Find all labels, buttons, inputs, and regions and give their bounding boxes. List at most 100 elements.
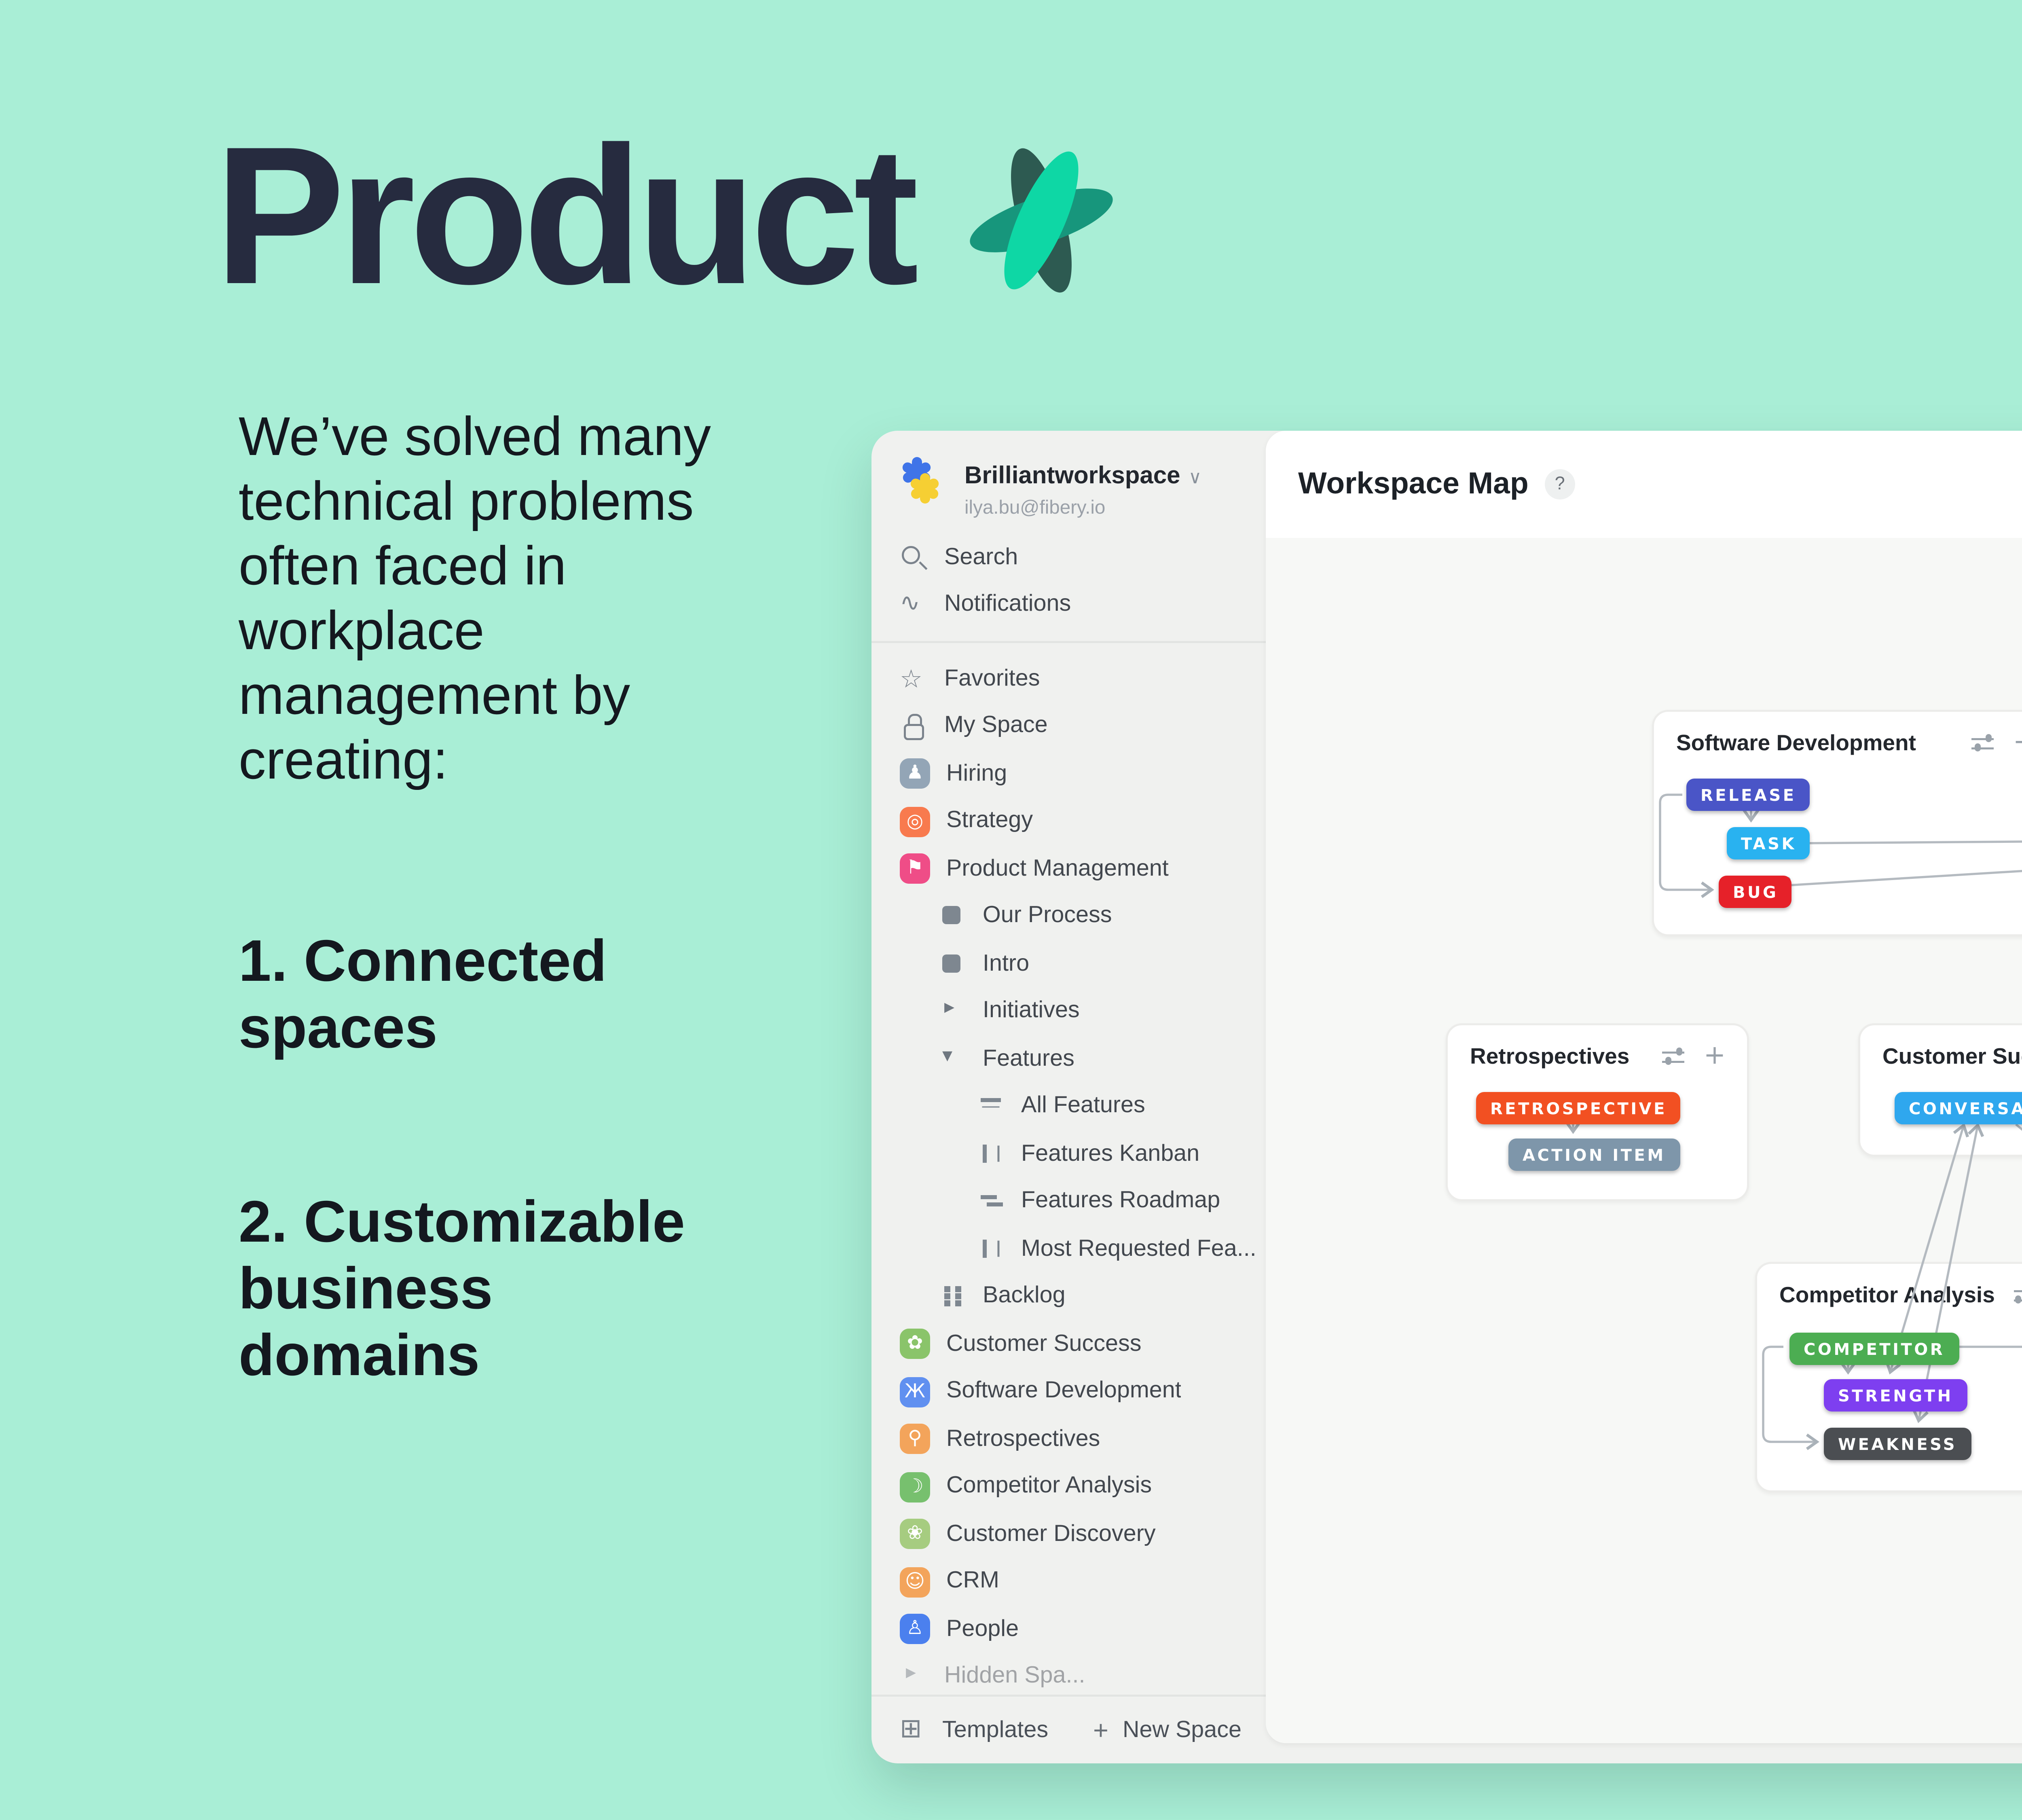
workspace-email: ilya.bu@fibery.io [964, 497, 1106, 520]
pulse-icon [900, 589, 928, 619]
sidebar-item-label: Competitor Analysis [946, 1475, 1152, 1499]
sidebar-item-competitor-analysis[interactable]: ☽ Competitor Analysis [871, 1463, 1266, 1511]
type-pill-strength[interactable]: STRENGTH [1824, 1379, 1967, 1412]
type-pill-action-item[interactable]: ACTION ITEM [1508, 1139, 1680, 1171]
card-add-icon[interactable] [2012, 730, 2022, 756]
sidebar-item-label: Most Requested Fea... [1021, 1237, 1256, 1261]
type-pill-bug[interactable]: BUG [1719, 876, 1793, 908]
card-add-icon[interactable] [1703, 1043, 1727, 1070]
sidebar-item-notifications[interactable]: Notifications [871, 582, 1266, 629]
type-pill-competitor[interactable]: COMPETITOR [1789, 1333, 1959, 1365]
card-title: Software Development [1676, 731, 1916, 756]
sidebar-item-my-space[interactable]: My Space [871, 703, 1266, 751]
sidebar-item-label: Customer Discovery [946, 1522, 1156, 1547]
grid-view-icon [938, 1282, 967, 1311]
star-icon [900, 663, 928, 693]
workspace-switcher[interactable]: Brilliantworkspace ∨ ilya.bu@fibery.io [871, 431, 1266, 534]
sidebar-item-label: Features Kanban [1021, 1142, 1200, 1166]
roadmap-view-icon [977, 1187, 1005, 1216]
sidebar-item-features-roadmap[interactable]: Features Roadmap [871, 1178, 1266, 1226]
sidebar-item-customer-discovery[interactable]: ❀ Customer Discovery [871, 1511, 1266, 1558]
kanban-view-icon [977, 1140, 1005, 1168]
sidebar-item-crm[interactable]: ☺ CRM [871, 1558, 1266, 1606]
ear-icon: ☽ [900, 1471, 930, 1502]
sidebar-bottom-bar: Templates + New Space [871, 1695, 1266, 1763]
sidebar-item-hiring[interactable]: ♟ Hiring [871, 750, 1266, 798]
panel-header: Workspace Map ? Share as Template Templa… [1266, 431, 2022, 540]
new-space-label: New Space [1122, 1718, 1242, 1742]
sidebar-item-label: Initiatives [983, 999, 1080, 1024]
workspace-name: Brilliantworkspace [964, 461, 1180, 489]
workspace-map-canvas[interactable]: ? Software DevelopmentProduct Management… [1266, 538, 2022, 1743]
sidebar-item-product-management[interactable]: ⚑ Product Management [871, 845, 1266, 893]
plus-icon: + [1093, 1715, 1108, 1745]
bug-icon: Ж [900, 1376, 930, 1407]
sidebar-item-customer-success[interactable]: ✿ Customer Success [871, 1321, 1266, 1368]
sidebar-item-people[interactable]: ♙ People [871, 1606, 1266, 1653]
sidebar-item-label: Our Process [983, 904, 1112, 929]
sidebar-item-favorites[interactable]: Favorites [871, 655, 1266, 703]
sidebar-item-all-features[interactable]: All Features [871, 1083, 1266, 1131]
type-pill-retrospective[interactable]: RETROSPECTIVE [1476, 1092, 1681, 1124]
sidebar: Brilliantworkspace ∨ ilya.bu@fibery.io Se… [871, 431, 1266, 1763]
card-settings-icon[interactable] [2011, 1282, 2022, 1308]
kanban-view-icon [977, 1235, 1005, 1263]
sidebar-item-label: People [946, 1617, 1019, 1642]
card-title: Retrospectives [1470, 1044, 1630, 1069]
templates-button[interactable]: Templates [900, 1714, 1048, 1744]
search-icon [900, 544, 928, 572]
sidebar-item-features[interactable]: Features [871, 1035, 1266, 1083]
sidebar-item-label: CRM [946, 1570, 1000, 1594]
point-connected-spaces: 1. Connected spaces [239, 930, 607, 1062]
document-icon [938, 950, 967, 978]
sidebar-item-label: Customer Success [946, 1332, 1142, 1357]
chevron-right-icon [938, 997, 967, 1026]
help-icon[interactable]: ? [1544, 469, 1575, 499]
card-settings-icon[interactable] [1660, 1043, 1686, 1070]
lock-icon [900, 712, 928, 741]
card-settings-icon[interactable] [1969, 730, 1996, 756]
type-pill-weakness[interactable]: WEAKNESS [1824, 1428, 1971, 1460]
panel-title: Workspace Map [1298, 467, 1529, 502]
people-icon: ☺ [900, 1566, 930, 1597]
sidebar-item-most-requested-fea[interactable]: Most Requested Fea... [871, 1225, 1266, 1273]
sidebar-item-hidden-spa[interactable]: Hidden Spa... [871, 1653, 1266, 1695]
sidebar-item-label: Intro [983, 952, 1030, 976]
sidebar-item-label: My Space [944, 714, 1048, 739]
sidebar-item-label: All Features [1021, 1094, 1145, 1119]
chevron-down-icon [938, 1045, 967, 1073]
slide-header: Product [214, 117, 1135, 313]
sidebar-item-search[interactable]: Search [871, 534, 1266, 582]
sidebar-item-initiatives[interactable]: Initiatives [871, 988, 1266, 1036]
type-pill-conversation[interactable]: CONVERSATION [1895, 1092, 2022, 1124]
sidebar-item-label: Product Management [946, 857, 1169, 881]
divider [871, 641, 1266, 643]
card-title: Competitor Analysis [1779, 1283, 1995, 1308]
sidebar-item-label: Strategy [946, 809, 1033, 834]
sidebar-item-software-development[interactable]: Ж Software Development [871, 1368, 1266, 1416]
list-view-icon [977, 1092, 1005, 1121]
point-customizable-domains: 2. Customizable business domains [239, 1191, 685, 1389]
templates-icon [900, 1714, 928, 1744]
signpost-icon: ⚑ [900, 854, 930, 885]
type-pill-task[interactable]: TASK [1727, 827, 1810, 859]
fibery-app-window: Brilliantworkspace ∨ ilya.bu@fibery.io Se… [871, 431, 2022, 1763]
sidebar-item-backlog[interactable]: Backlog [871, 1273, 1266, 1321]
sidebar-item-label: Search [944, 545, 1018, 570]
type-pill-release[interactable]: RELEASE [1686, 779, 1810, 811]
sidebar-item-label: Hiring [946, 762, 1007, 786]
intro-paragraph: We’ve solved many technical problems oft… [239, 406, 711, 791]
map-card-software-development[interactable]: Software Development [1652, 710, 2022, 936]
sidebar-item-retrospectives[interactable]: ⚲ Retrospectives [871, 1416, 1266, 1463]
sidebar-item-strategy[interactable]: ◎ Strategy [871, 798, 1266, 846]
sidebar-item-our-process[interactable]: Our Process [871, 893, 1266, 941]
workspace-map-panel: Workspace Map ? Share as Template Templa… [1266, 431, 2022, 1743]
sidebar-space-tree: ♟ Hiring ◎ Strategy ⚑ Product Management Our P… [871, 750, 1266, 1695]
card-title: Customer Success [1882, 1044, 2022, 1069]
sidebar-pinned-items: Favorites My Space [871, 655, 1266, 750]
map-card-customer-success[interactable]: Customer Success [1858, 1023, 2022, 1157]
sidebar-item-intro[interactable]: Intro [871, 940, 1266, 988]
sidebar-new-space-button[interactable]: + New Space [1093, 1715, 1242, 1745]
sidebar-item-features-kanban[interactable]: Features Kanban [871, 1130, 1266, 1178]
